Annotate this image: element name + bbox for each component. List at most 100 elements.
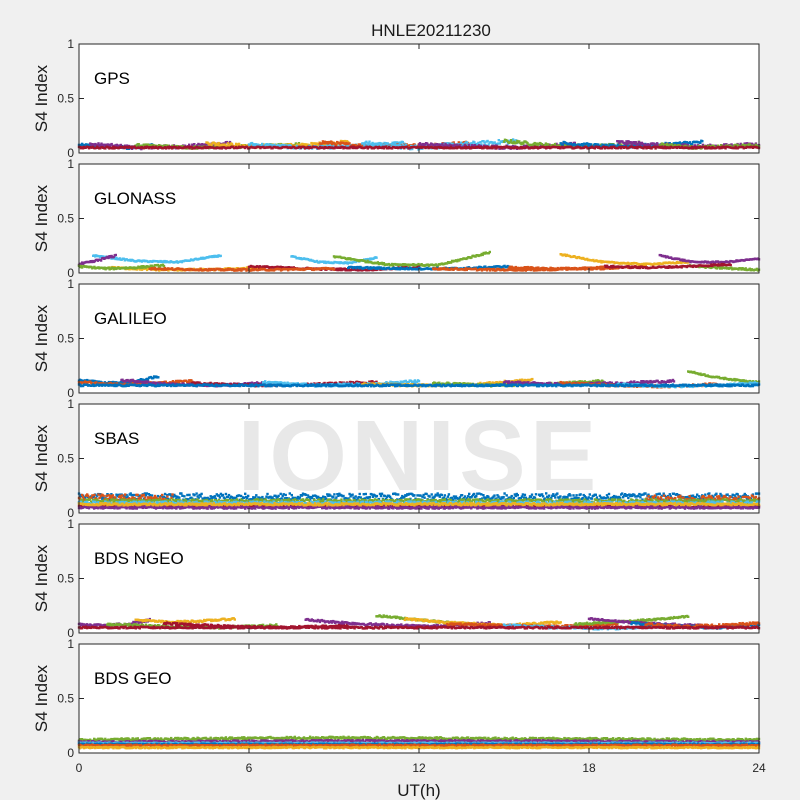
data-point bbox=[107, 143, 110, 147]
data-point bbox=[371, 141, 374, 145]
data-point bbox=[365, 140, 368, 143]
data-point bbox=[518, 140, 521, 143]
data-point bbox=[237, 142, 241, 146]
data-point bbox=[289, 142, 293, 146]
data-point bbox=[157, 376, 160, 379]
data-point bbox=[520, 143, 523, 146]
data-point bbox=[393, 141, 396, 144]
data-point bbox=[347, 141, 350, 144]
data-point bbox=[417, 143, 421, 146]
data-point bbox=[368, 140, 371, 143]
data-point bbox=[404, 143, 408, 147]
data-point bbox=[191, 143, 194, 146]
data-point bbox=[602, 265, 605, 269]
data-point bbox=[110, 142, 113, 146]
panel-label: GLONASS bbox=[94, 189, 176, 208]
data-point bbox=[253, 144, 257, 147]
data-point bbox=[363, 144, 366, 147]
data-point bbox=[135, 144, 138, 147]
chart-title: HNLE20211230 bbox=[371, 21, 491, 40]
data-points bbox=[77, 138, 761, 151]
data-point bbox=[216, 145, 219, 148]
data-point bbox=[543, 144, 547, 147]
data-point bbox=[452, 141, 455, 144]
data-point bbox=[376, 144, 379, 147]
data-point bbox=[322, 141, 326, 145]
data-point bbox=[540, 144, 543, 147]
data-point bbox=[210, 143, 213, 146]
data-point bbox=[516, 139, 519, 143]
data-point bbox=[375, 256, 378, 259]
data-point bbox=[533, 141, 536, 145]
data-point bbox=[451, 142, 455, 146]
data-point bbox=[250, 141, 254, 145]
data-point bbox=[101, 143, 104, 146]
data-point bbox=[94, 142, 97, 146]
data-point bbox=[352, 143, 355, 147]
data-point bbox=[330, 144, 333, 147]
data-point bbox=[207, 142, 210, 145]
data-point bbox=[227, 144, 231, 148]
data-point bbox=[399, 142, 402, 145]
data-point bbox=[590, 143, 593, 146]
data-point bbox=[380, 142, 383, 145]
data-point bbox=[348, 142, 351, 145]
data-point bbox=[674, 141, 677, 145]
data-point bbox=[197, 142, 200, 146]
data-point bbox=[441, 142, 444, 146]
data-point bbox=[511, 145, 514, 148]
data-point bbox=[480, 143, 483, 146]
data-point bbox=[526, 141, 529, 145]
data-point bbox=[473, 144, 477, 147]
data-point bbox=[482, 140, 485, 143]
data-point bbox=[467, 143, 471, 147]
data-point bbox=[484, 143, 487, 147]
data-point bbox=[226, 142, 230, 145]
data-point bbox=[295, 144, 299, 148]
data-point bbox=[339, 143, 342, 146]
data-point bbox=[289, 144, 292, 148]
data-point bbox=[217, 141, 220, 145]
data-point bbox=[386, 142, 389, 145]
data-point bbox=[150, 143, 154, 147]
data-point bbox=[411, 147, 414, 151]
data-point bbox=[125, 144, 129, 147]
data-point bbox=[510, 139, 513, 142]
data-point bbox=[341, 140, 345, 143]
y-tick-label: 1 bbox=[67, 37, 74, 51]
data-point bbox=[362, 142, 365, 145]
data-point bbox=[471, 142, 474, 145]
data-point bbox=[515, 141, 518, 144]
data-point bbox=[378, 141, 381, 145]
data-point bbox=[278, 144, 281, 147]
data-point bbox=[457, 141, 460, 144]
data-point bbox=[486, 139, 489, 143]
data-point bbox=[230, 142, 234, 146]
data-point bbox=[401, 140, 404, 144]
data-point bbox=[159, 144, 162, 147]
data-point bbox=[493, 141, 496, 144]
data-point bbox=[483, 144, 486, 147]
data-point bbox=[512, 142, 515, 145]
data-point bbox=[473, 141, 476, 144]
data-point bbox=[316, 142, 319, 146]
data-point bbox=[117, 144, 121, 147]
data-point bbox=[99, 259, 103, 262]
data-point bbox=[359, 143, 362, 146]
data-point bbox=[729, 263, 732, 267]
data-point bbox=[114, 253, 117, 257]
data-point bbox=[199, 143, 202, 146]
data-point bbox=[498, 142, 501, 145]
data-point bbox=[228, 140, 232, 144]
data-point bbox=[196, 144, 199, 147]
data-point bbox=[317, 144, 320, 147]
data-point bbox=[522, 144, 526, 148]
data-point bbox=[701, 140, 704, 143]
data-point bbox=[496, 142, 499, 145]
data-point bbox=[439, 144, 442, 147]
data-point bbox=[270, 143, 273, 146]
